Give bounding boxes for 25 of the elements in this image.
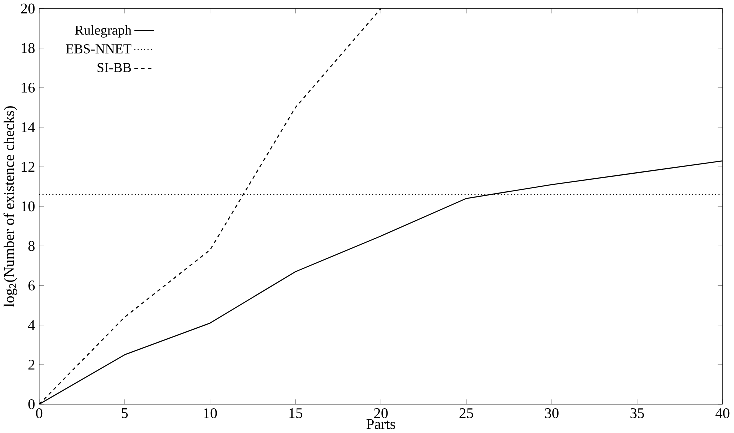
y-tick-label: 14 bbox=[22, 122, 36, 132]
x-axis-title: Parts bbox=[366, 419, 396, 430]
x-tick-label: 40 bbox=[716, 408, 730, 418]
legend-label: Rulegraph bbox=[75, 25, 132, 38]
y-tick-label: 18 bbox=[22, 43, 35, 54]
y-tick-label: 10 bbox=[22, 202, 35, 212]
y-tick-label: 20 bbox=[21, 4, 35, 14]
x-tick-label: 20 bbox=[374, 408, 388, 418]
x-tick-label: 30 bbox=[545, 408, 559, 418]
x-tick-label: 15 bbox=[290, 408, 303, 418]
x-tick-label: 35 bbox=[630, 408, 644, 418]
y-tick-label: 8 bbox=[28, 241, 35, 252]
legend-label: SI-BB bbox=[98, 63, 132, 72]
x-tick-label: 5 bbox=[122, 408, 128, 418]
x-tick-label: 10 bbox=[204, 408, 218, 418]
y-axis-title: log$_{2}$(Number of existence checks) bbox=[4, 106, 18, 308]
x-tick-label: 0 bbox=[36, 408, 43, 418]
legend-label: EBS-NNET bbox=[66, 44, 132, 54]
y-tick-label: 4 bbox=[28, 320, 36, 330]
y-tick-label: 2 bbox=[28, 360, 35, 370]
y-tick-label: 16 bbox=[22, 82, 35, 93]
y-tick-label: 6 bbox=[28, 280, 35, 291]
y-tick-label: 0 bbox=[28, 399, 35, 410]
x-tick-label: 25 bbox=[460, 408, 474, 418]
y-tick-label: 12 bbox=[22, 162, 35, 172]
